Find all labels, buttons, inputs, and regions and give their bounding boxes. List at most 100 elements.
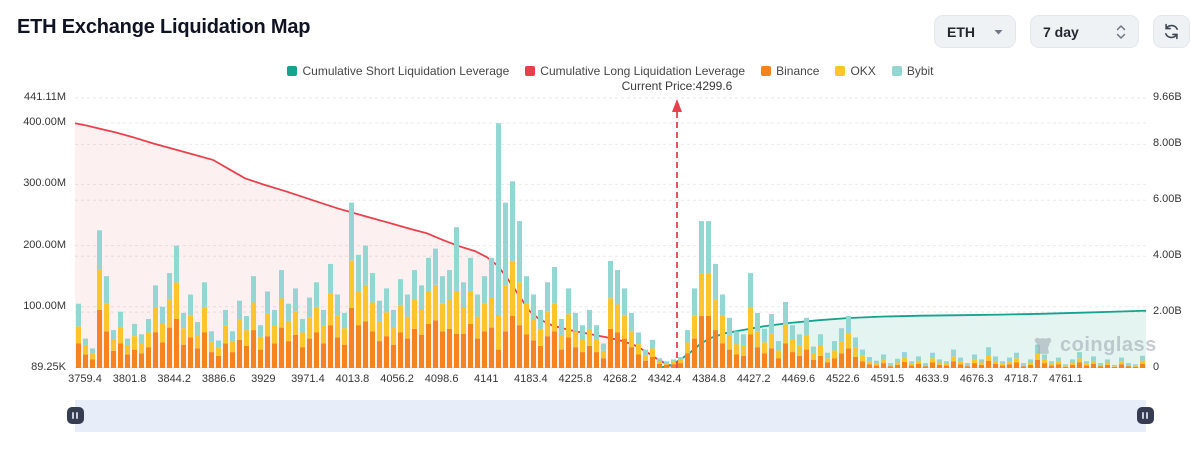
okx-bar-segment [1049,363,1054,366]
binance-bar-segment [90,359,95,368]
legend-item-4[interactable]: Bybit [891,64,934,78]
okx-bar-segment [433,284,438,321]
axis-tick-label: 3929 [251,373,276,385]
binance-bar-segment [167,327,172,368]
okx-bar-segment [90,353,95,360]
okx-bar-segment [426,290,431,324]
bybit-bar-segment [1035,344,1040,354]
binance-bar-segment [671,364,676,368]
legend-item-3[interactable]: OKX [835,64,876,78]
binance-bar-segment [636,354,641,368]
bybit-bar-segment [195,322,200,335]
bybit-bar-segment [475,294,480,317]
bybit-bar-segment [125,338,130,346]
okx-bar-segment [1063,365,1068,367]
okx-bar-segment [909,363,914,366]
axis-tick-label: 4013.8 [335,373,370,385]
spinner-chevrons-icon [1116,24,1126,39]
binance-bar-segment [538,346,543,368]
binance-bar-segment [566,337,571,368]
binance-bar-segment [363,321,368,368]
axis-tick-label: 4469.6 [781,373,816,385]
bybit-bar-segment [524,276,529,304]
okx-bar-segment [636,344,641,355]
legend-item-1[interactable]: Cumulative Long Liquidation Leverage [525,64,745,78]
bybit-bar-segment [139,334,144,344]
refresh-button[interactable] [1153,15,1190,48]
bybit-bar-segment [384,288,389,313]
binance-bar-segment [1042,363,1047,368]
legend-swatch [287,66,298,76]
okx-bar-segment [293,311,298,335]
binance-bar-segment [580,352,585,368]
bybit-bar-segment [412,270,417,300]
binance-bar-segment [433,320,438,368]
binance-bar-segment [860,361,865,368]
binance-bar-segment [762,353,767,368]
binance-bar-segment [1035,360,1040,368]
chart-canvas[interactable] [74,97,1147,369]
scrollbar-left-handle[interactable] [66,407,84,424]
bybit-bar-segment [174,245,179,283]
bybit-bar-segment [223,309,228,326]
okx-bar-segment [832,350,837,359]
okx-bar-segment [265,312,270,337]
okx-bar-segment [160,323,165,343]
chevron-down-icon [994,29,1003,34]
zoom-scrollbar[interactable] [75,400,1146,432]
bybit-bar-segment [76,303,81,327]
bybit-bar-segment [83,338,88,346]
axis-tick-label: 2.00B [1153,305,1182,318]
symbol-select[interactable]: ETH [934,15,1016,48]
bybit-bar-segment [181,312,186,329]
binance-bar-segment [356,325,361,368]
bybit-bar-segment [650,339,655,349]
axis-tick-label: 300.00M [23,177,66,190]
binance-bar-segment [475,338,480,368]
bybit-bar-segment [643,349,648,356]
binance-bar-segment [1140,363,1145,368]
okx-bar-segment [559,334,564,350]
binance-bar-segment [461,333,466,368]
binance-bar-segment [685,353,690,368]
bybit-bar-segment [209,331,214,342]
okx-bar-segment [734,344,739,355]
okx-bar-segment [881,359,886,364]
okx-bar-segment [321,325,326,344]
binance-bar-segment [664,364,669,368]
legend-item-2[interactable]: Binance [761,64,819,78]
binance-bar-segment [1091,363,1096,368]
binance-bar-segment [209,352,214,368]
range-select[interactable]: 7 day [1030,15,1139,48]
okx-bar-segment [643,355,648,361]
okx-bar-segment [286,321,291,342]
scrollbar-right-handle[interactable] [1136,407,1154,424]
binance-bar-segment [104,331,109,368]
axis-tick-label: 4761.1 [1048,373,1083,385]
binance-bar-segment [349,308,354,368]
axis-tick-label: 4427.2 [736,373,771,385]
bybit-bar-segment [321,309,326,326]
bybit-bar-segment [678,357,683,361]
bybit-bar-segment [146,319,151,333]
bybit-bar-segment [888,363,893,365]
bybit-bar-segment [629,312,634,332]
binance-bar-segment [258,349,263,368]
okx-bar-segment [720,316,725,344]
binance-bar-segment [839,353,844,368]
binance-bar-segment [916,363,921,368]
okx-bar-segment [118,327,123,344]
okx-bar-segment [923,364,928,367]
okx-bar-segment [1140,360,1145,364]
axis-tick-label: 4384.8 [692,373,726,385]
bybit-bar-segment [769,314,774,334]
okx-bar-segment [328,293,333,326]
axis-tick-label: 4342.4 [647,373,682,385]
binance-bar-segment [223,343,228,368]
binance-bar-segment [328,325,333,368]
binance-bar-segment [307,338,312,368]
bybit-bar-segment [461,282,466,308]
legend-item-0[interactable]: Cumulative Short Liquidation Leverage [287,64,509,78]
okx-bar-segment [685,342,690,354]
binance-bar-segment [146,347,151,368]
